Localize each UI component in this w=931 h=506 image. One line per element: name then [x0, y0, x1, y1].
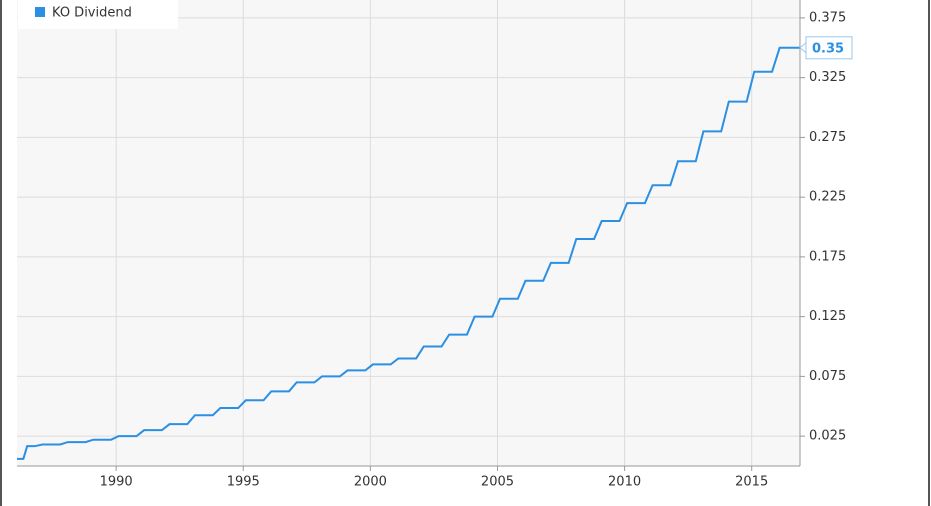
x-tick-label: 2010 — [608, 475, 641, 490]
y-tick-label: 0.275 — [809, 130, 846, 145]
x-tick-label: 1990 — [100, 475, 133, 490]
end-label: 0.35 — [812, 41, 844, 56]
legend-swatch — [35, 7, 45, 17]
x-tick-label: 2000 — [354, 475, 387, 490]
y-tick-label: 0.225 — [809, 190, 846, 205]
y-tick-label: 0.375 — [809, 10, 846, 25]
y-tick-label: 0.175 — [809, 249, 846, 264]
y-tick-label: 0.025 — [809, 429, 846, 444]
lines — [17, 46, 800, 460]
x-tick-label: 2015 — [735, 475, 768, 490]
y-tick-label: 0.075 — [809, 369, 846, 384]
end-label-pointer — [799, 41, 807, 54]
legend-label: KO Dividend — [52, 6, 132, 21]
x-tick-label: 1995 — [227, 475, 260, 490]
y-tick-label: 0.325 — [809, 70, 846, 85]
y-tick-label: 0.125 — [809, 309, 846, 324]
data-line — [17, 46, 800, 460]
x-tick-label: 2005 — [481, 475, 514, 490]
plot-area — [17, 0, 800, 466]
labels: 0.025 0.075 0.125 0.175 0.225 0.275 0.325 0.375… — [100, 10, 853, 490]
